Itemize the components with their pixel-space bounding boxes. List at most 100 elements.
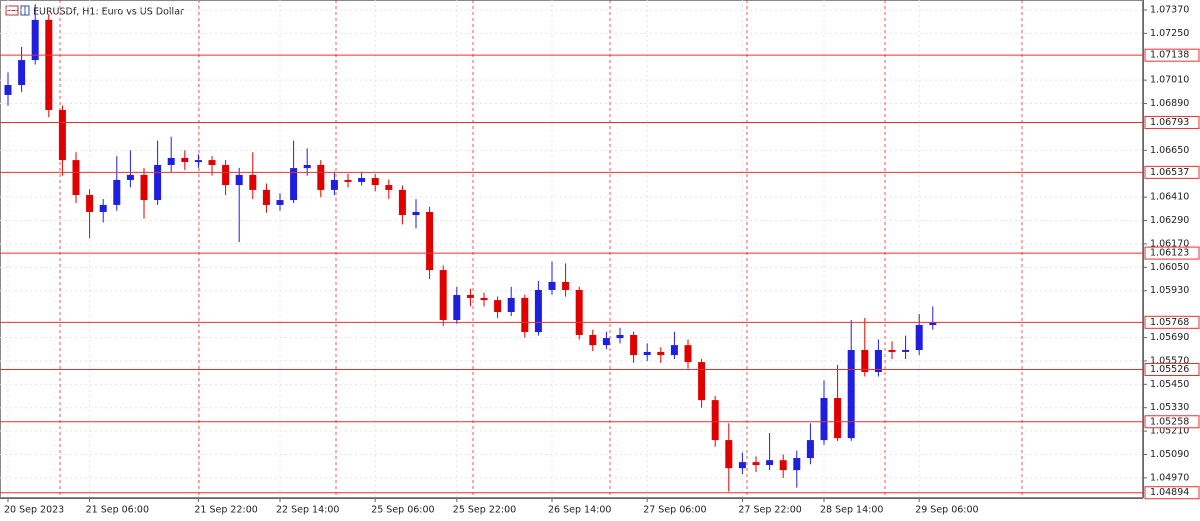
level-label-box xyxy=(1144,48,1200,62)
y-tick-label: 1.06050 xyxy=(1150,262,1189,273)
candle-body xyxy=(888,350,896,352)
y-tick-label: 1.07370 xyxy=(1150,4,1189,15)
candle-body xyxy=(167,157,175,165)
level-label: 1.06793 xyxy=(1150,117,1189,128)
x-tick-label: 25 Sep 22:00 xyxy=(453,505,516,516)
y-tick-label: 1.06170 xyxy=(1150,238,1189,249)
level-label-box xyxy=(1144,315,1200,329)
candle-body xyxy=(725,440,733,469)
candle-body xyxy=(439,270,447,320)
level-label-box xyxy=(1144,165,1200,179)
y-tick-label: 1.07010 xyxy=(1150,75,1189,86)
candle-body xyxy=(820,397,828,441)
candle-body xyxy=(86,194,94,212)
candle-body xyxy=(575,289,583,335)
y-tick-label: 1.05330 xyxy=(1150,402,1189,413)
level-label-box xyxy=(1144,415,1200,429)
candle-body xyxy=(589,334,597,346)
candle-body xyxy=(262,189,270,205)
candle-body xyxy=(847,350,855,439)
candle-body xyxy=(181,157,189,163)
y-tick-label: 1.05930 xyxy=(1150,285,1189,296)
y-tick-label: 1.07250 xyxy=(1150,28,1189,39)
candle-body xyxy=(806,440,814,459)
candle-body xyxy=(684,345,692,363)
candle-body xyxy=(194,160,202,163)
candle-body xyxy=(398,189,406,216)
candle-body xyxy=(834,397,842,439)
candle-body xyxy=(793,458,801,471)
candle-body xyxy=(330,179,338,190)
level-label: 1.06123 xyxy=(1150,248,1189,259)
candle-body xyxy=(58,109,66,161)
candle-body xyxy=(412,211,420,216)
level-label: 1.06537 xyxy=(1150,167,1189,178)
candle-body xyxy=(303,164,311,169)
candle-body xyxy=(766,460,774,466)
level-label: 1.05768 xyxy=(1150,317,1189,328)
candle-body xyxy=(466,295,474,298)
candle-body xyxy=(657,351,665,356)
candle-body xyxy=(426,211,434,271)
candle-body xyxy=(929,322,937,326)
candle-body xyxy=(507,297,515,312)
plot-frame xyxy=(0,0,1143,498)
candle-body xyxy=(154,164,162,201)
candle-body xyxy=(494,300,502,312)
candle-body xyxy=(521,297,529,333)
chart-title: EURUSDf, H1: Euro vs US Dollar xyxy=(33,7,184,18)
candle-body xyxy=(915,325,923,351)
x-tick-label: 25 Sep 06:00 xyxy=(371,505,434,516)
level-label-box xyxy=(1144,115,1200,129)
candle-body xyxy=(779,460,787,471)
candle-body xyxy=(874,350,882,373)
toolbar-icons xyxy=(5,5,30,16)
candle-body xyxy=(738,462,746,469)
candle-body xyxy=(902,350,910,352)
y-tick-label: 1.06290 xyxy=(1150,215,1189,226)
candle-body xyxy=(344,179,352,182)
candle-body xyxy=(562,281,570,290)
level-label: 1.05258 xyxy=(1150,416,1189,427)
candle-body xyxy=(126,174,134,180)
candle-body xyxy=(711,400,719,441)
candle-body xyxy=(99,204,107,212)
candle-body xyxy=(290,168,298,201)
candle-body xyxy=(358,178,366,182)
candle-body xyxy=(317,164,325,190)
candle-body xyxy=(113,179,121,205)
y-tick-label: 1.05210 xyxy=(1150,426,1189,437)
y-tick-label: 1.06410 xyxy=(1150,192,1189,203)
x-tick-label: 29 Sep 06:00 xyxy=(915,505,978,516)
x-tick-label: 28 Sep 14:00 xyxy=(820,505,883,516)
x-tick-label: 21 Sep 06:00 xyxy=(86,505,149,516)
level-label: 1.04894 xyxy=(1150,487,1189,498)
candle-body xyxy=(548,281,556,290)
x-tick-label: 21 Sep 22:00 xyxy=(194,505,257,516)
candle-body xyxy=(752,462,760,466)
candle-body xyxy=(371,178,379,186)
y-tick-label: 1.05090 xyxy=(1150,449,1189,460)
candle-body xyxy=(602,338,610,346)
x-tick-label: 26 Sep 14:00 xyxy=(548,505,611,516)
candle-body xyxy=(235,174,243,186)
candle-body xyxy=(208,160,216,165)
level-label-box xyxy=(1144,363,1200,377)
level-label: 1.05526 xyxy=(1150,364,1189,375)
y-tick-label: 1.04970 xyxy=(1150,472,1189,483)
y-tick-label: 1.05690 xyxy=(1150,332,1189,343)
candle-body xyxy=(222,164,230,186)
candle-body xyxy=(534,289,542,333)
candle-body xyxy=(45,19,53,110)
candle-body xyxy=(276,200,284,205)
candle-body xyxy=(616,334,624,339)
candle-body xyxy=(480,297,488,301)
y-tick-label: 1.05570 xyxy=(1150,355,1189,366)
x-tick-label: 27 Sep 22:00 xyxy=(738,505,801,516)
level-label-box xyxy=(1144,486,1200,500)
candle-body xyxy=(31,19,39,61)
candle-body xyxy=(72,160,80,195)
y-tick-label: 1.05450 xyxy=(1150,379,1189,390)
